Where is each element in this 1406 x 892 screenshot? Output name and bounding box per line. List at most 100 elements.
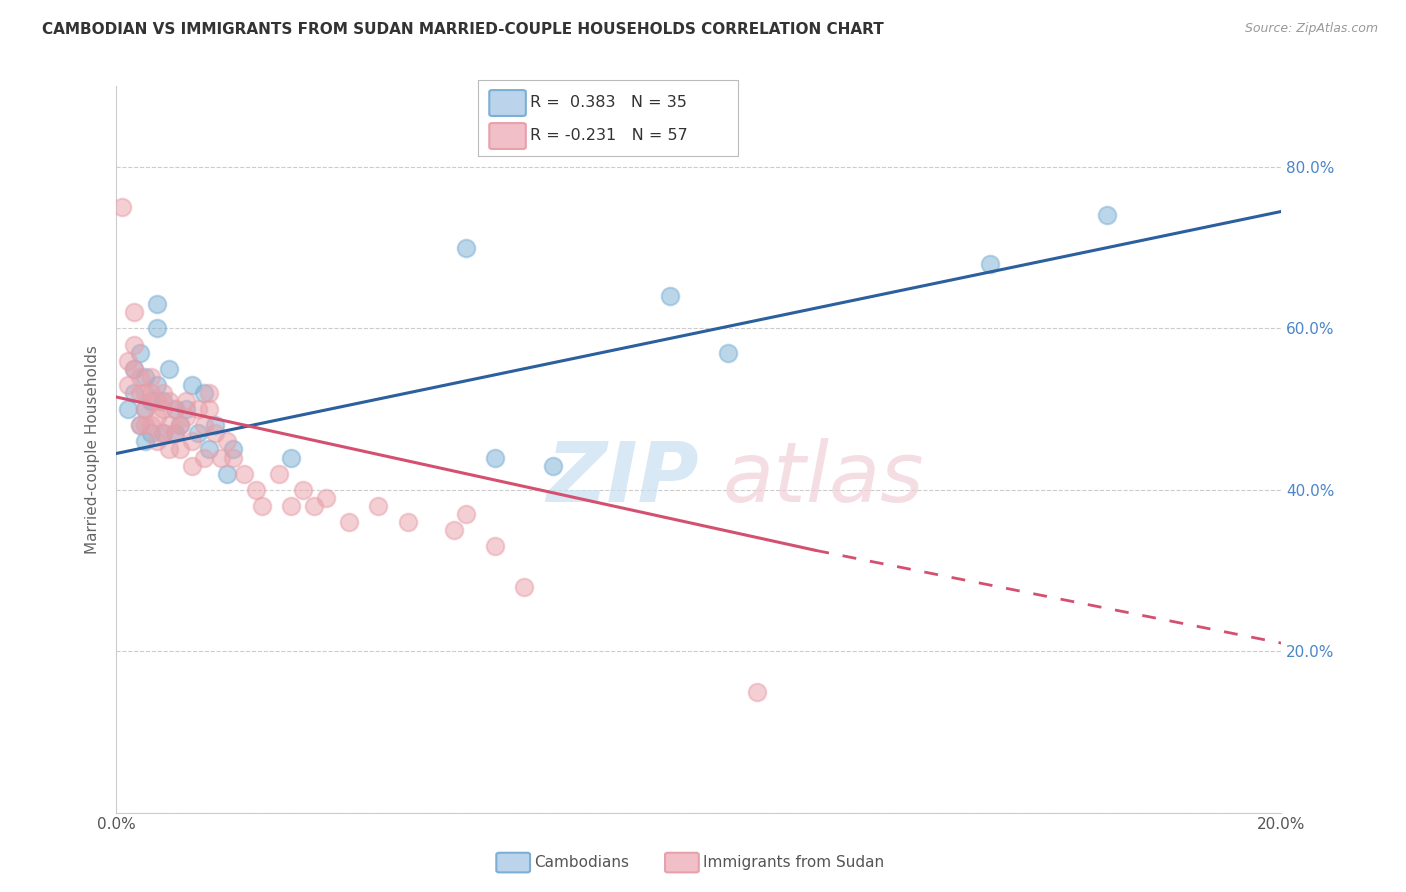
Point [141,386,163,401]
Point [291,483,314,497]
Point [122,337,145,351]
Point [128,418,150,433]
Point [163,402,186,417]
Y-axis label: Married-couple Households: Married-couple Households [86,345,100,554]
Point [541,458,564,473]
Point [269,467,291,481]
Point [745,684,768,698]
Point [134,369,156,384]
Point [117,378,139,392]
Point [304,499,326,513]
Text: CAMBODIAN VS IMMIGRANTS FROM SUDAN MARRIED-COUPLE HOUSEHOLDS CORRELATION CHART: CAMBODIAN VS IMMIGRANTS FROM SUDAN MARRI… [42,22,884,37]
Point [174,410,197,425]
Point [146,394,169,409]
Point [454,507,477,521]
Point [163,426,186,441]
Point [396,515,419,529]
Point [146,321,169,335]
Point [122,361,145,376]
Point [209,450,232,465]
Point [146,410,169,425]
Point [204,426,226,441]
Point [141,418,163,433]
Point [367,499,389,513]
Point [128,369,150,384]
Point [111,200,134,214]
Point [134,434,156,449]
Point [152,394,174,409]
Point [215,467,238,481]
Point [187,426,209,441]
Point [181,378,204,392]
Point [222,450,245,465]
Point [128,345,150,359]
Point [152,426,174,441]
Point [174,394,197,409]
Point [222,442,245,457]
Point [658,289,681,303]
Text: atlas: atlas [723,438,924,519]
Point [198,442,221,457]
Point [1095,209,1118,223]
Point [181,458,204,473]
Point [122,386,145,401]
Point [157,361,180,376]
Point [717,345,740,359]
Point [484,450,506,465]
Point [198,386,221,401]
Point [157,418,180,433]
Point [163,402,186,417]
Point [141,394,163,409]
Point [134,402,156,417]
Point [250,499,273,513]
Point [193,386,215,401]
Point [141,369,163,384]
Point [169,418,191,433]
Point [146,378,169,392]
Point [979,257,1001,271]
Point [157,394,180,409]
Point [181,434,204,449]
Point [443,523,465,537]
Point [169,442,191,457]
Point [204,418,226,433]
Point [152,426,174,441]
Text: R =  0.383   N = 35: R = 0.383 N = 35 [530,95,688,110]
Point [280,450,302,465]
Point [122,305,145,319]
Point [152,402,174,417]
Point [141,426,163,441]
Point [122,361,145,376]
Point [146,297,169,311]
Point [128,418,150,433]
Point [233,467,256,481]
Point [152,386,174,401]
Point [174,402,197,417]
Point [337,515,360,529]
Point [163,426,186,441]
Text: Cambodians: Cambodians [534,855,630,870]
Point [128,386,150,401]
Text: Immigrants from Sudan: Immigrants from Sudan [703,855,884,870]
Text: ZIP: ZIP [546,438,699,519]
Point [134,402,156,417]
Point [513,580,536,594]
Point [117,353,139,368]
Point [484,539,506,553]
Point [146,434,169,449]
Point [169,418,191,433]
Text: Source: ZipAtlas.com: Source: ZipAtlas.com [1244,22,1378,36]
Point [245,483,267,497]
Point [193,450,215,465]
Point [280,499,302,513]
Point [117,402,139,417]
Point [157,442,180,457]
Point [187,402,209,417]
Point [454,241,477,255]
Point [315,491,337,505]
Point [193,418,215,433]
Text: R = -0.231   N = 57: R = -0.231 N = 57 [530,128,688,143]
Point [134,386,156,401]
Point [198,402,221,417]
Point [134,418,156,433]
